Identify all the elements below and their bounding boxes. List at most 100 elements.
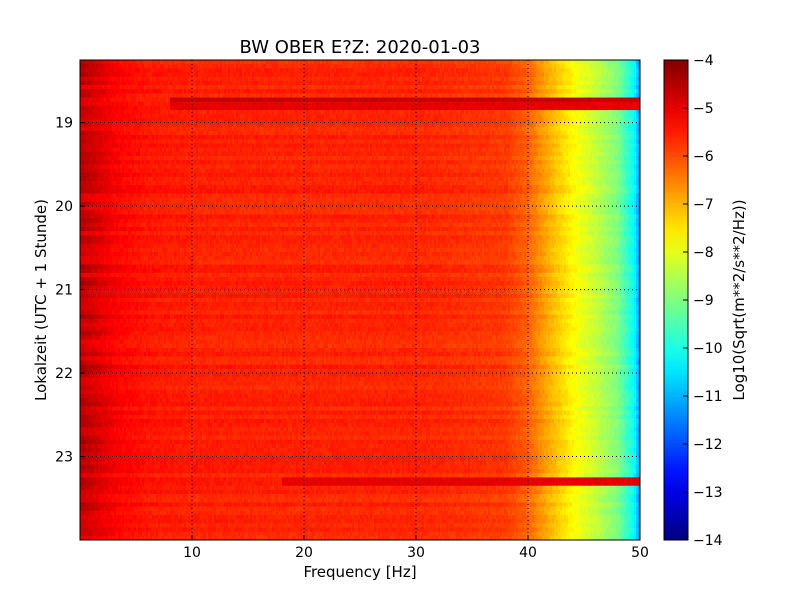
heatmap-row: [80, 469, 640, 474]
heatmap-row: [80, 427, 640, 432]
heatmap-row: [80, 486, 640, 491]
heatmap-row: [80, 457, 640, 462]
heatmap-row: [80, 227, 640, 232]
heatmap-row: [80, 356, 640, 361]
heatmap-row: [80, 444, 640, 449]
heatmap-row: [80, 256, 640, 261]
heatmap-row: [80, 381, 640, 386]
heatmap-row: [80, 110, 640, 115]
heatmap-row: [80, 173, 640, 178]
heatmap-row: [80, 169, 640, 174]
y-tick-label: 22: [55, 366, 73, 382]
heatmap-row: [80, 527, 640, 532]
heatmap-row: [80, 269, 640, 274]
heatmap-row: [80, 64, 640, 69]
heatmap-row: [80, 344, 640, 349]
heatmap-row: [80, 244, 640, 249]
heatmap-row: [80, 473, 640, 478]
heatmap-row: [80, 498, 640, 503]
heatmap-row: [80, 436, 640, 441]
colorbar-tick-label: −7: [693, 197, 714, 213]
heatmap-row: [80, 106, 640, 111]
heatmap-row: [80, 98, 640, 103]
heatmap-row: [80, 319, 640, 324]
heatmap-row: [80, 198, 640, 203]
colorbar-ticks: −4−5−6−7−8−9−10−11−12−13−14: [683, 53, 723, 549]
colorbar-tick-label: −10: [693, 341, 723, 357]
heatmap-row: [80, 235, 640, 240]
y-tick-label: 23: [55, 450, 73, 466]
heatmap-row: [80, 189, 640, 194]
heatmap-row: [80, 223, 640, 228]
heatmap-row: [80, 440, 640, 445]
heatmap-row: [80, 135, 640, 140]
heatmap-row: [80, 377, 640, 382]
colorbar-tick-label: −11: [693, 389, 723, 405]
y-axis-label: Lokalzeit (UTC + 1 Stunde): [32, 199, 50, 401]
y-tick-label: 21: [55, 283, 73, 299]
heatmap-row: [80, 260, 640, 265]
heatmap-row: [80, 532, 640, 537]
heatmap-row: [80, 239, 640, 244]
heatmap-row: [80, 477, 640, 482]
heatmap-row: [80, 302, 640, 307]
heatmap-row: [80, 390, 640, 395]
heatmap-row: [80, 511, 640, 516]
heatmap-row: [80, 102, 640, 107]
heatmap-row: [80, 148, 640, 153]
heatmap-row: [80, 231, 640, 236]
heatmap-row: [80, 93, 640, 98]
heatmap-row: [80, 123, 640, 128]
x-tick-label: 10: [183, 545, 201, 561]
heatmap-row: [80, 340, 640, 345]
heatmap-row: [80, 73, 640, 78]
heatmap-row: [80, 206, 640, 211]
heatmap-row: [80, 482, 640, 487]
heatmap-row: [80, 248, 640, 253]
heatmap-row: [80, 323, 640, 328]
heatmap-row: [80, 423, 640, 428]
heatmap-row: [80, 298, 640, 303]
heatmap-row: [80, 160, 640, 165]
chart-title: BW OBER E?Z: 2020-01-03: [240, 37, 481, 58]
heatmap-row: [80, 419, 640, 424]
heatmap-row: [80, 515, 640, 520]
heatmap-row: [80, 461, 640, 466]
heatmap-row: [80, 219, 640, 224]
heatmap-row: [80, 315, 640, 320]
heatmap-row: [80, 294, 640, 299]
heatmap-row: [80, 181, 640, 186]
heatmap-row: [80, 431, 640, 436]
heatmap-row: [80, 361, 640, 366]
heatmap-row: [80, 331, 640, 336]
heatmap-row: [80, 415, 640, 420]
x-axis-label: Frequency [Hz]: [303, 563, 416, 581]
heatmap-row: [80, 89, 640, 94]
heatmap-row: [80, 465, 640, 470]
heatmap-row: [80, 402, 640, 407]
heatmap-row: [80, 406, 640, 411]
colorbar-tick-label: −8: [693, 245, 714, 261]
colorbar-tick-label: −4: [693, 53, 714, 69]
heatmap-row: [80, 265, 640, 270]
heatmap-row: [80, 273, 640, 278]
heatmap-row: [80, 60, 640, 65]
colorbar-tick-label: −12: [693, 437, 723, 453]
heatmap-row: [80, 210, 640, 215]
heatmap-row: [80, 194, 640, 199]
heatmap-row: [80, 252, 640, 257]
heatmap-row: [80, 277, 640, 282]
heatmap-row: [80, 373, 640, 378]
heatmap-row: [80, 185, 640, 190]
heatmap-row: [80, 327, 640, 332]
heatmap-row: [80, 156, 640, 161]
heatmap-row: [80, 494, 640, 499]
heatmap-row: [80, 68, 640, 73]
y-tick-label: 20: [55, 199, 73, 215]
heatmap-row: [80, 411, 640, 416]
colorbar-tick-label: −6: [693, 149, 714, 165]
x-tick-label: 50: [631, 545, 649, 561]
heatmap-row: [80, 335, 640, 340]
heatmap-row: [80, 448, 640, 453]
